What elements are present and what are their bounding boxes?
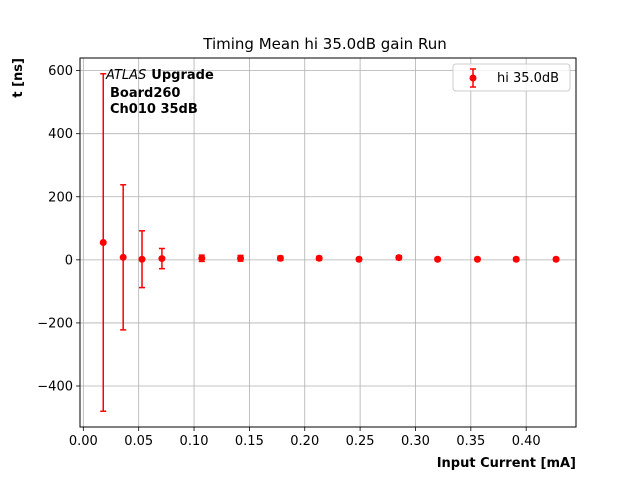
- atlas-experiment-line: ATLAS Upgrade: [105, 68, 214, 83]
- atlas-label: ATLAS Upgrade Board260 Ch010 35dB: [105, 68, 214, 117]
- data-point: [138, 255, 146, 263]
- data-point: [552, 255, 560, 263]
- data-point: [355, 255, 363, 263]
- data-point: [237, 254, 245, 262]
- x-tick-label: 0.05: [124, 434, 153, 449]
- x-tick-label: 0.15: [235, 434, 264, 449]
- y-tick-label: 400: [48, 127, 73, 142]
- x-tick-label: 0.10: [180, 434, 209, 449]
- data-point: [158, 255, 166, 263]
- data-point: [512, 255, 520, 263]
- legend-point: [469, 74, 477, 82]
- y-tick-label: −200: [37, 316, 73, 331]
- y-axis-title: t [ns]: [11, 58, 26, 98]
- atlas-experiment: ATLAS: [105, 68, 146, 83]
- y-tick-label: 0: [65, 253, 73, 268]
- x-tick-label: 0.40: [512, 434, 541, 449]
- chart-title: Timing Mean hi 35.0dB gain Run: [202, 35, 446, 53]
- y-tick-label: 200: [48, 190, 73, 205]
- plot-area-frame: [79, 57, 577, 428]
- data-point: [99, 239, 107, 246]
- x-tick-label: 0.25: [346, 434, 375, 449]
- atlas-upgrade: Upgrade: [151, 68, 214, 83]
- legend-box: [452, 63, 571, 92]
- x-tick-label: 0.00: [69, 434, 98, 449]
- legend-label: hi 35.0dB: [497, 71, 559, 86]
- data-point: [198, 254, 206, 262]
- y-tick-label: −400: [37, 380, 73, 395]
- legend: hi 35.0dB: [452, 63, 571, 92]
- data-points: [99, 239, 560, 263]
- data-point: [119, 253, 127, 261]
- legend-marker-icon: [469, 68, 477, 88]
- grid-lines: [80, 58, 576, 427]
- y-tick-label: 600: [48, 64, 73, 79]
- y-axis-ticks: −400 −200 0 200 400 600: [37, 64, 80, 395]
- data-point: [315, 254, 323, 262]
- x-tick-label: 0.20: [290, 434, 319, 449]
- x-axis-ticks: 0.00 0.05 0.10 0.15 0.20 0.25 0.30 0.35 0.40: [69, 427, 541, 449]
- data-point: [276, 254, 284, 262]
- board-label: Board260: [110, 86, 180, 101]
- channel-label: Ch010 35dB: [110, 102, 198, 117]
- x-tick-label: 0.35: [456, 434, 485, 449]
- x-tick-label: 0.30: [401, 434, 430, 449]
- data-point: [395, 254, 403, 262]
- x-axis-title: Input Current [mA]: [437, 456, 576, 471]
- data-point: [434, 255, 442, 263]
- data-point: [473, 255, 481, 263]
